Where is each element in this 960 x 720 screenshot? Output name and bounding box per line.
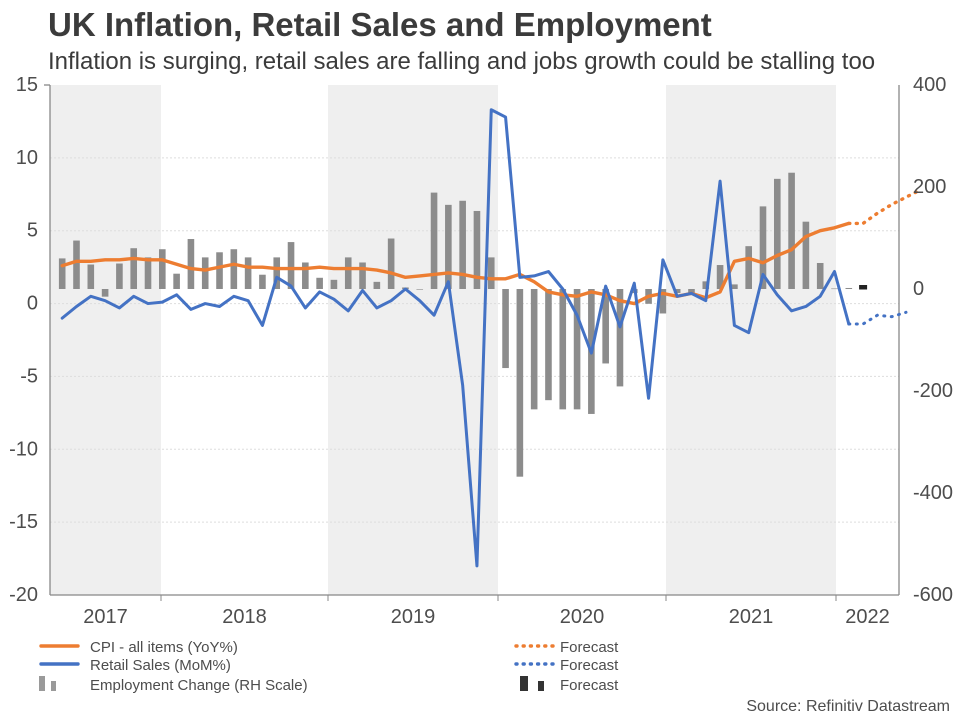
svg-text:0: 0 xyxy=(913,278,924,300)
svg-text:2020: 2020 xyxy=(560,606,605,628)
svg-text:5: 5 xyxy=(27,220,38,242)
svg-text:-600: -600 xyxy=(913,584,953,606)
svg-text:-400: -400 xyxy=(913,482,953,504)
svg-text:-20: -20 xyxy=(9,584,38,606)
svg-text:-5: -5 xyxy=(20,365,38,387)
svg-text:0: 0 xyxy=(27,293,38,315)
svg-text:2021: 2021 xyxy=(729,606,774,628)
svg-text:-15: -15 xyxy=(9,511,38,533)
svg-text:10: 10 xyxy=(16,147,38,169)
svg-text:400: 400 xyxy=(913,74,946,96)
svg-text:2022: 2022 xyxy=(845,606,890,628)
svg-text:-10: -10 xyxy=(9,438,38,460)
svg-text:-200: -200 xyxy=(913,380,953,402)
svg-text:15: 15 xyxy=(16,74,38,96)
svg-text:2019: 2019 xyxy=(391,606,436,628)
svg-text:2017: 2017 xyxy=(83,606,128,628)
svg-text:2018: 2018 xyxy=(222,606,267,628)
svg-text:200: 200 xyxy=(913,176,946,198)
